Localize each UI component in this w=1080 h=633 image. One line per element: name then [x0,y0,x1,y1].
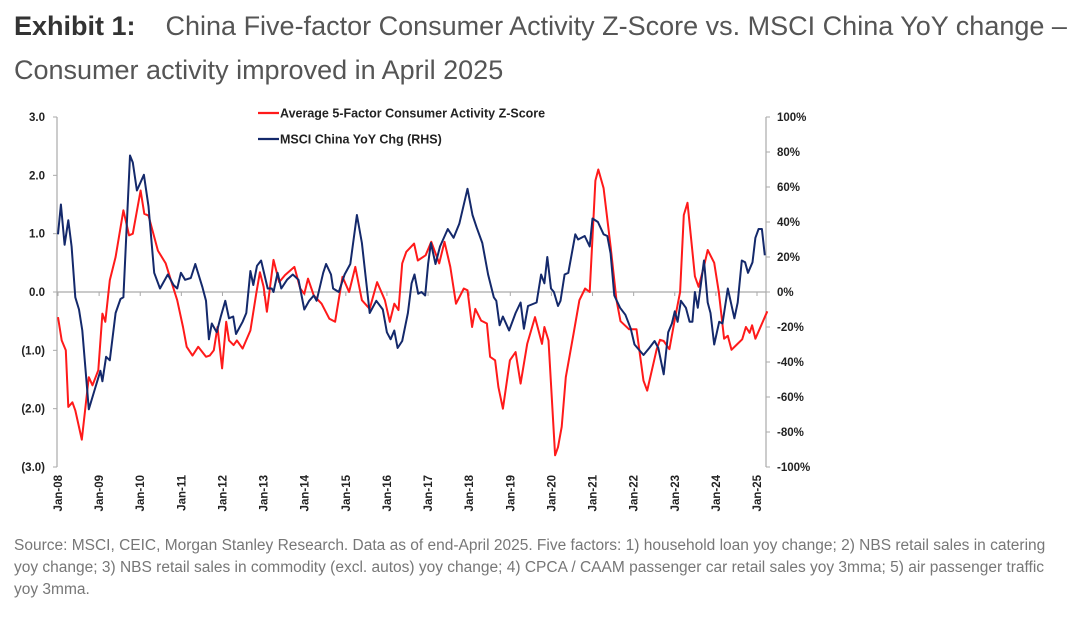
x-tick-label: Jan-21 [588,474,600,511]
right-tick-label: -100% [777,462,810,474]
left-tick-label: (3.0) [21,462,45,474]
left-tick-label: 3.0 [29,112,45,124]
x-tick-label: Jan-22 [629,475,641,511]
right-tick-label: 80% [777,147,800,159]
right-tick-label: 0% [777,287,794,299]
x-tick-label: Jan-20 [546,475,558,511]
right-tick-label: -80% [777,427,804,439]
right-tick-label: 20% [777,252,800,264]
legend-label: MSCI China YoY Chg (RHS) [280,133,442,147]
legend: Average 5-Factor Consumer Activity Z-Sco… [258,107,545,147]
legend-label: Average 5-Factor Consumer Activity Z-Sco… [280,107,545,121]
x-tick-label: Jan-12 [217,475,229,511]
x-tick-label: Jan-13 [259,475,271,511]
left-tick-label: 1.0 [29,229,45,241]
x-tick-label: Jan-17 [423,475,435,511]
x-tick-label: Jan-25 [752,474,764,511]
x-tick-label: Jan-24 [711,474,723,511]
right-tick-label: -20% [777,322,804,334]
x-tick-label: Jan-10 [135,475,147,511]
left-tick-label: 0.0 [29,287,45,299]
x-tick-label: Jan-14 [300,474,312,511]
x-tick-label: Jan-11 [176,474,188,510]
msci-yoy-series-line [57,154,766,411]
line-chart: 3.0 2.0 1.0 0.0 (1.0) (2.0) (3.0) 100% 80% 60% 40%… [21,107,810,512]
right-tick-label: 60% [777,182,800,194]
x-tick-label: Jan-08 [53,474,65,511]
right-tick-label: -40% [777,357,804,369]
right-tick-label: 40% [777,217,800,229]
z-score-series-line [57,168,769,457]
right-tick-label: -60% [777,392,804,404]
axes: 3.0 2.0 1.0 0.0 (1.0) (2.0) (3.0) 100% 80% 60% 40%… [21,112,810,511]
exhibit-label: Exhibit 1: [14,11,136,41]
series-lines [57,154,769,457]
x-tick-label: Jan-23 [670,475,682,511]
x-tick-label: Jan-16 [382,475,394,511]
right-tick-label: 100% [777,112,806,124]
source-note: Source: MSCI, CEIC, Morgan Stanley Resea… [14,537,1046,598]
exhibit-title: Exhibit 1: China Five-factor Consumer Act… [14,4,1074,92]
x-tick-label: Jan-15 [341,474,353,511]
exhibit-title-text: China Five-factor Consumer Activity Z-Sc… [14,11,1067,85]
x-tick-label: Jan-09 [94,475,106,511]
x-tick-label: Jan-19 [505,475,517,511]
left-tick-label: 2.0 [29,170,45,182]
left-tick-label: (1.0) [21,345,45,357]
left-tick-label: (2.0) [21,404,45,416]
x-tick-label: Jan-18 [464,474,476,511]
